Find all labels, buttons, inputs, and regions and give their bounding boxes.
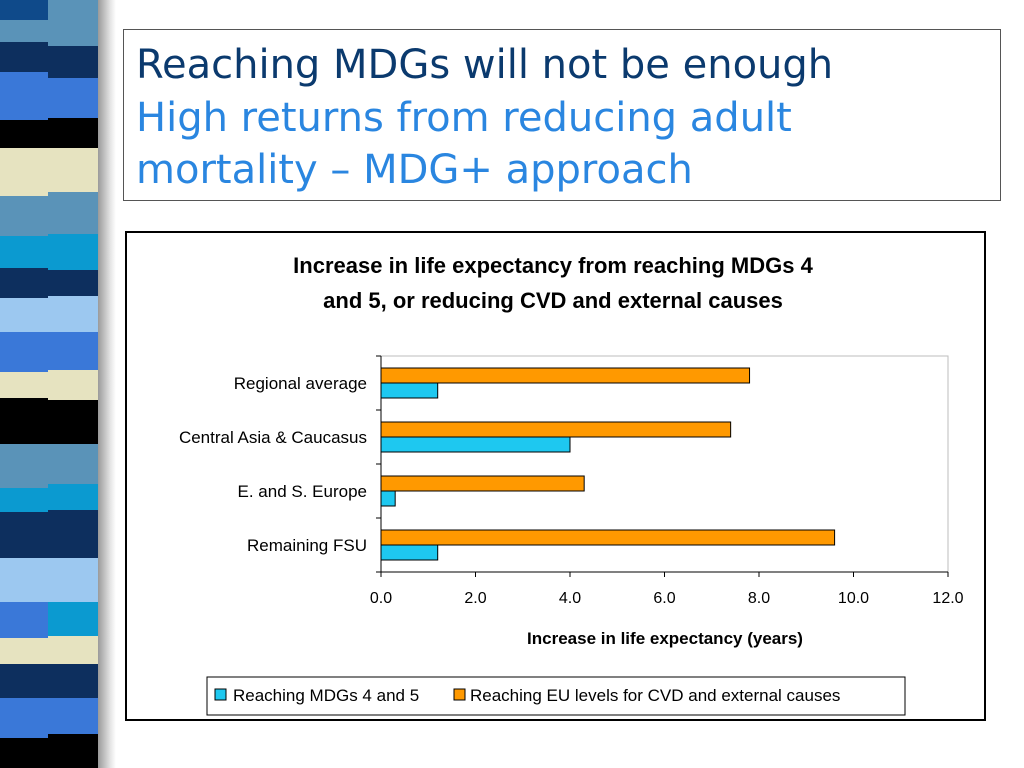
stripe-block	[0, 20, 48, 42]
stripe-block	[0, 372, 48, 398]
stripe-block	[0, 148, 48, 196]
bar-mdg	[380, 490, 396, 507]
stripe-block	[0, 444, 48, 488]
stripe-block	[0, 664, 48, 698]
category-label: E. and S. Europe	[238, 482, 367, 501]
legend-label: Reaching EU levels for CVD and external …	[470, 686, 840, 705]
slide-title: Reaching MDGs will not be enough	[136, 42, 834, 88]
stripe-block	[0, 72, 48, 120]
stripe-block	[48, 664, 98, 698]
chart-title-line-1: Increase in life expectancy from reachin…	[293, 253, 813, 278]
stripe-block	[48, 296, 98, 332]
bar-eu	[380, 421, 732, 438]
x-tick-label: 2.0	[464, 590, 486, 607]
title-frame: Reaching MDGs will not be enough High re…	[123, 29, 1001, 201]
stripe-block	[48, 118, 98, 148]
legend-label: Reaching MDGs 4 and 5	[233, 686, 419, 705]
legend-swatch	[214, 688, 227, 701]
bar-mdg	[380, 382, 439, 399]
stripe-block	[0, 698, 48, 738]
stripe-block	[48, 370, 98, 400]
x-axis-label: Increase in life expectancy (years)	[527, 629, 803, 648]
bar-mdg	[380, 436, 571, 453]
stripe-block	[0, 196, 48, 236]
legend-swatch	[453, 688, 466, 701]
bar-eu	[380, 529, 836, 546]
stripe-block	[48, 400, 98, 444]
stripe-block	[48, 270, 98, 296]
stripe-block	[0, 42, 48, 72]
stripe-block	[48, 636, 98, 664]
stripe-block	[48, 484, 98, 510]
stripe-block	[48, 192, 98, 234]
legend-box	[206, 676, 906, 716]
stripe-block	[48, 46, 98, 78]
x-tick-label: 4.0	[559, 590, 581, 607]
x-tick-label: 0.0	[370, 590, 392, 607]
stripe-block	[0, 512, 48, 558]
stripe-block	[0, 638, 48, 664]
chart-title-line-2: and 5, or reducing CVD and external caus…	[323, 288, 783, 313]
stripe-block	[48, 0, 98, 46]
stripe-shadow	[98, 0, 116, 768]
bar-mdg	[380, 544, 439, 561]
category-label: Remaining FSU	[247, 536, 367, 555]
category-label: Central Asia & Caucasus	[179, 428, 367, 447]
plot-area: Regional average Central Asia & Caucasus E…	[179, 355, 964, 607]
x-tick-label: 10.0	[838, 590, 869, 607]
stripe-block	[0, 558, 48, 602]
stripe-block	[0, 738, 48, 768]
stripe-block	[48, 234, 98, 270]
decorative-stripe	[0, 0, 98, 768]
stripe-block	[48, 78, 98, 118]
stripe-block	[48, 510, 98, 558]
legend: Reaching MDGs 4 and 5 Reaching EU levels …	[206, 676, 906, 716]
chart-frame: Increase in life expectancy from reachin…	[125, 231, 986, 721]
stripe-block	[0, 298, 48, 332]
x-tick-label: 12.0	[932, 590, 963, 607]
stripe-block	[48, 332, 98, 370]
stripe-block	[0, 602, 48, 638]
stripe-block	[48, 558, 98, 602]
x-tick-label: 8.0	[748, 590, 770, 607]
bar-eu	[380, 475, 585, 492]
x-tick-label: 6.0	[653, 590, 675, 607]
bar-eu	[380, 367, 751, 384]
stripe-block	[0, 0, 48, 20]
slide-subtitle: High returns from reducing adult mortali…	[136, 95, 792, 193]
stripe-block	[0, 332, 48, 372]
stripe-block	[48, 734, 98, 768]
stripe-block	[48, 602, 98, 636]
stripe-block	[0, 268, 48, 298]
stripe-block	[48, 148, 98, 192]
stripe-block	[0, 488, 48, 512]
stripe-block	[0, 236, 48, 268]
stripe-block	[48, 698, 98, 734]
stripe-block	[0, 120, 48, 148]
stripe-block	[0, 398, 48, 444]
category-label: Regional average	[234, 374, 367, 393]
stripe-block	[48, 444, 98, 484]
bar-chart: Increase in life expectancy from reachin…	[179, 253, 964, 716]
